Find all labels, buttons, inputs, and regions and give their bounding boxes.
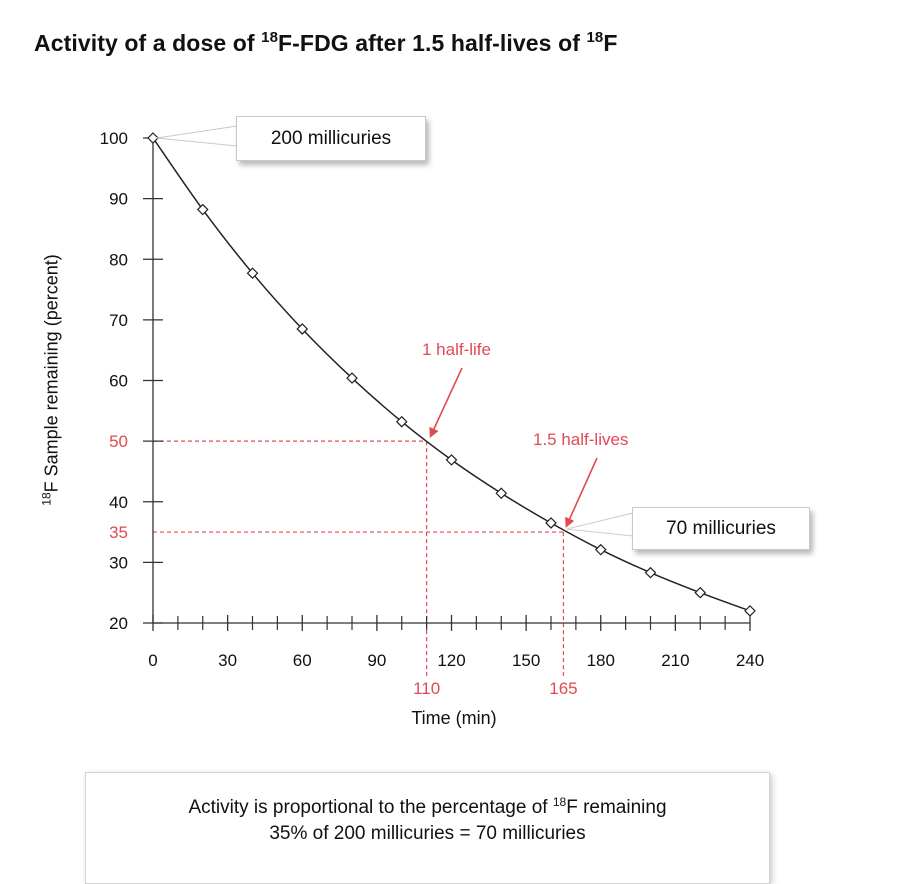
data-point-marker	[196, 203, 209, 216]
x-axis-label: Time (min)	[411, 708, 497, 728]
annotation-arrows	[156, 125, 634, 537]
half-life-arrow	[429, 367, 463, 438]
y-tick-label: 30	[109, 553, 128, 572]
chart-title: Activity of a dose of 18F-FDG after 1.5 …	[34, 29, 618, 56]
data-point-marker	[346, 372, 358, 384]
x-tick-label: 90	[367, 651, 386, 670]
data-point-marker	[395, 415, 408, 428]
data-point-marker	[246, 267, 259, 280]
callout-200-millicuries: 200 millicuries	[236, 116, 426, 161]
y-tick-label: 40	[109, 493, 128, 512]
footnote-line-2: 35% of 200 millicuries = 70 millicuries	[269, 823, 586, 844]
data-point-marker	[296, 323, 309, 335]
one-and-half-half-lives-label: 1.5 half-lives	[533, 430, 629, 449]
data-point-marker	[594, 543, 607, 556]
axes	[143, 137, 751, 631]
y-tick-label: 50	[109, 432, 128, 451]
callout-pointer	[156, 125, 238, 147]
x-tick-label: 120	[437, 651, 465, 670]
callout-70-millicuries: 70 millicuries	[632, 507, 810, 550]
y-axis-label: 18F Sample remaining (percent)	[39, 254, 62, 506]
x-tick-label: 180	[587, 651, 615, 670]
y-tick-label: 80	[109, 250, 128, 269]
data-point-marker	[644, 566, 657, 579]
data-point-marker	[445, 454, 458, 466]
reference-lines	[153, 440, 565, 676]
one-and-half-half-lives-arrow	[565, 457, 598, 528]
callout-pointer	[566, 512, 634, 537]
y-tick-label: 70	[109, 311, 128, 330]
x-tick-label: 60	[293, 651, 312, 670]
data-point-marker	[545, 517, 557, 529]
x-tick-label-highlight: 110	[413, 679, 440, 698]
y-tick-label: 20	[109, 614, 128, 633]
y-tick-label-highlight: 35	[109, 523, 128, 542]
footnote-line-1: Activity is proportional to the percenta…	[188, 795, 667, 818]
x-tick-label: 240	[736, 651, 764, 670]
x-tick-label: 0	[148, 651, 157, 670]
data-point-marker	[495, 487, 508, 500]
y-tick-label: 90	[109, 190, 128, 209]
tick-labels: 20 30 40 50 60 70 80 90 100 35 0 30 60 90 120 150 180 210…	[100, 129, 765, 698]
y-tick-label: 100	[100, 129, 128, 148]
data-point-marker	[147, 132, 159, 144]
data-point-marker	[744, 605, 756, 617]
decay-curve	[147, 132, 756, 617]
x-tick-label: 150	[512, 651, 540, 670]
x-tick-label-highlight: 165	[549, 679, 577, 698]
data-point-marker	[694, 586, 707, 599]
half-life-label: 1 half-life	[422, 340, 491, 359]
x-tick-label: 210	[661, 651, 689, 670]
y-tick-label: 60	[109, 372, 128, 391]
footnote-box: Activity is proportional to the percenta…	[85, 772, 770, 884]
x-tick-label: 30	[218, 651, 237, 670]
